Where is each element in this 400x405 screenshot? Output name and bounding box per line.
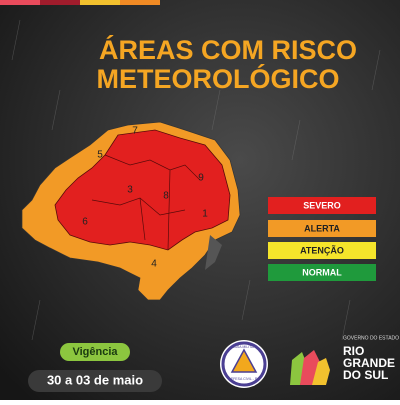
title-line: METEOROLÓGICO: [97, 63, 340, 94]
validity-pill: [60, 343, 130, 361]
legend-swatch: [268, 197, 376, 214]
rain: [11, 19, 381, 341]
region-label: 7: [132, 126, 138, 137]
region-label: 6: [82, 217, 88, 228]
legend-swatch: [268, 242, 376, 259]
lagoon: [205, 235, 222, 270]
stripe: [120, 0, 160, 5]
logo-text: GOVERNO DO ESTADO: [343, 335, 399, 341]
legend-label: NORMAL: [302, 267, 342, 277]
region-label: 8: [163, 191, 169, 202]
legend-label: SEVERO: [303, 200, 341, 210]
stripe: [80, 0, 120, 5]
legend: SEVERO ALERTA ATENÇÃO NORMAL: [268, 197, 376, 281]
civil-defense-logo: CASA MILITAR DEFESA CIVIL - RS: [220, 340, 268, 388]
region-label: 4: [151, 259, 157, 270]
legend-swatch: [268, 264, 376, 281]
date-pill: [28, 370, 162, 392]
logo-text: DEFESA CIVIL - RS: [228, 377, 260, 381]
region-borders: [91, 154, 201, 251]
logo-triangle: [230, 348, 258, 373]
validity-dates: 30 a 03 de maio: [47, 372, 143, 387]
validity-label: Vigência: [72, 346, 118, 358]
stripe: [0, 0, 40, 5]
region-label: 1: [202, 209, 208, 220]
region-label: 3: [127, 185, 133, 196]
region-label: 9: [198, 173, 204, 184]
title-line: ÁREAS COM RISCO: [99, 34, 357, 65]
logo-text: DO SUL: [343, 368, 388, 382]
logo-text: CASA MILITAR: [232, 345, 256, 349]
logo-text: RIO: [343, 344, 364, 358]
logo-figure: [312, 358, 330, 385]
severe-area: [54, 129, 231, 251]
map: 5 7 9 3 8 6 1 4: [21, 121, 241, 301]
logo-ring: [221, 341, 267, 387]
legend-label: ALERTA: [304, 223, 340, 233]
legend-label: ATENÇÃO: [300, 245, 344, 255]
stripe: [40, 0, 80, 5]
government-logo: GOVERNO DO ESTADO RIO GRANDE DO SUL: [290, 335, 399, 385]
region-label: 5: [97, 150, 103, 161]
logo-text: GRANDE: [343, 356, 395, 370]
legend-swatch: [268, 220, 376, 237]
